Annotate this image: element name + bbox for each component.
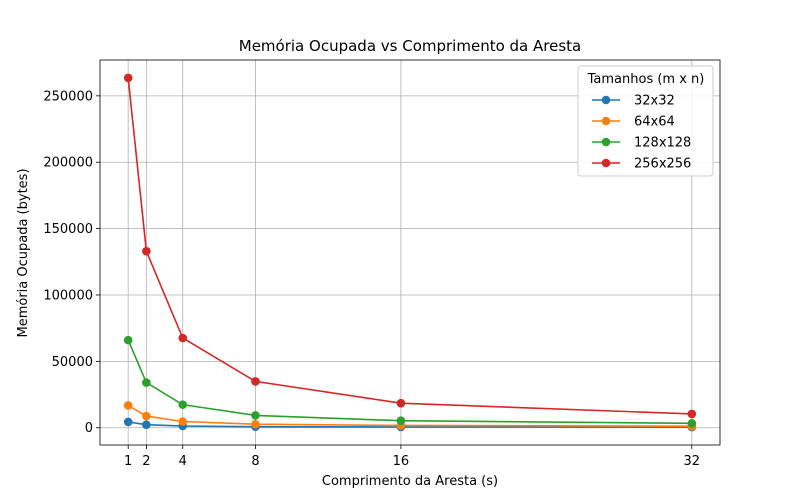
x-tick-label: 32	[684, 454, 701, 469]
data-point	[396, 416, 406, 426]
legend-label: 128x128	[634, 136, 691, 151]
data-point	[142, 420, 151, 429]
legend-label: 64x64	[634, 115, 675, 130]
series-layer	[123, 73, 697, 432]
chart-title: Memória Ocupada vs Comprimento da Aresta	[239, 37, 581, 55]
legend-marker	[601, 95, 611, 105]
data-point	[142, 378, 151, 387]
data-point	[178, 400, 188, 409]
data-point	[142, 246, 151, 256]
x-tick-label: 4	[179, 454, 187, 469]
x-axis-title: Comprimento da Aresta (s)	[322, 474, 498, 489]
y-tick-label: 0	[85, 421, 93, 436]
legend-entry: 128x128	[592, 136, 691, 151]
data-point	[251, 377, 260, 386]
y-tick-label: 200000	[43, 156, 93, 171]
x-axis-ticks: 1 2 4 8 16 32	[124, 445, 700, 469]
data-point	[251, 411, 260, 420]
legend-title: Tamanhos (m x n)	[587, 72, 705, 87]
data-point	[396, 398, 406, 408]
data-point	[142, 411, 151, 421]
legend-label: 32x32	[634, 94, 675, 109]
y-tick-label: 50000	[52, 355, 93, 370]
legend-entry: 256x256	[592, 157, 691, 172]
legend-entries: 32x32 64x64 128x128 256x256	[592, 94, 691, 172]
series-128x128	[123, 335, 697, 428]
y-tick-label: 100000	[43, 288, 93, 303]
y-tick-label: 250000	[43, 89, 93, 104]
series-line	[127, 339, 692, 425]
data-point	[687, 409, 697, 419]
x-tick-label: 16	[393, 454, 410, 469]
data-point	[178, 417, 188, 426]
legend-marker	[601, 137, 611, 147]
series-256x256	[123, 73, 697, 419]
x-tick-label: 2	[142, 454, 150, 469]
x-tick-label: 1	[124, 454, 132, 469]
x-tick-label: 8	[251, 454, 259, 469]
data-point	[251, 419, 260, 429]
plot-frame	[99, 59, 721, 446]
series-line	[127, 77, 692, 415]
data-point	[123, 401, 133, 410]
data-point	[687, 419, 697, 428]
y-axis-title: Memória Ocupada (bytes)	[16, 168, 31, 337]
data-point	[123, 417, 133, 427]
y-axis-ticks: 0 50000 100000 150000 200000 250000	[43, 89, 100, 436]
legend-box	[577, 65, 714, 177]
data-point	[123, 335, 133, 345]
legend-entry: 32x32	[592, 94, 675, 109]
legend-marker	[601, 116, 611, 126]
data-point	[178, 333, 188, 343]
data-point	[123, 73, 133, 83]
legend-marker	[601, 158, 611, 168]
legend-label: 256x256	[634, 157, 691, 172]
y-tick-label: 150000	[43, 222, 93, 237]
legend: Tamanhos (m x n) 32x32 64x64 128x128 256x25…	[577, 65, 714, 177]
legend-entry: 64x64	[592, 115, 675, 130]
